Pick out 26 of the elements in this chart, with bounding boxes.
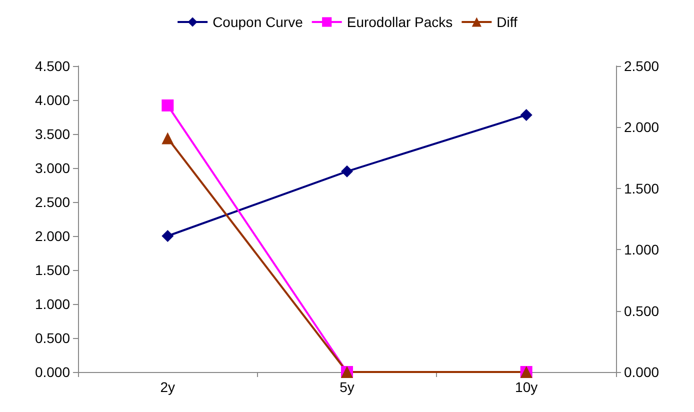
- point: [162, 230, 174, 242]
- legend-label: Diff: [496, 14, 518, 30]
- x-tick-label: 5y: [340, 379, 354, 395]
- y2-tick-label: 0.000: [624, 364, 660, 380]
- point: [520, 108, 532, 121]
- y-tick-label: 1.000: [34, 296, 70, 312]
- y2-tick-label: 2.500: [624, 58, 660, 74]
- point: [341, 165, 353, 178]
- y-tick-label: 1.500: [34, 262, 70, 278]
- y-tick-label: 2.000: [34, 228, 70, 244]
- y-tick-label: 2.500: [34, 194, 70, 210]
- x-tick-label: 10y: [515, 379, 538, 395]
- legend-label: Coupon Curve: [212, 14, 304, 30]
- y2-tick-label: 0.500: [624, 302, 660, 319]
- y-tick-label: 4.000: [34, 92, 70, 108]
- legend-label: Eurodollar Packs: [346, 14, 453, 30]
- y2-tick-label: 1.000: [624, 242, 660, 258]
- y-tick-label: 0.000: [34, 364, 70, 380]
- y-tick-label: 3.000: [34, 160, 70, 176]
- y-tick-label: 4.500: [34, 58, 70, 74]
- x-tick-label: 2y: [160, 379, 176, 395]
- y-tick-label: 3.500: [34, 126, 70, 142]
- y2-tick-label: 2.000: [624, 119, 660, 136]
- y-tick-label: 0.500: [34, 330, 70, 346]
- y2-tick-label: 1.500: [624, 180, 660, 196]
- point: [162, 99, 174, 112]
